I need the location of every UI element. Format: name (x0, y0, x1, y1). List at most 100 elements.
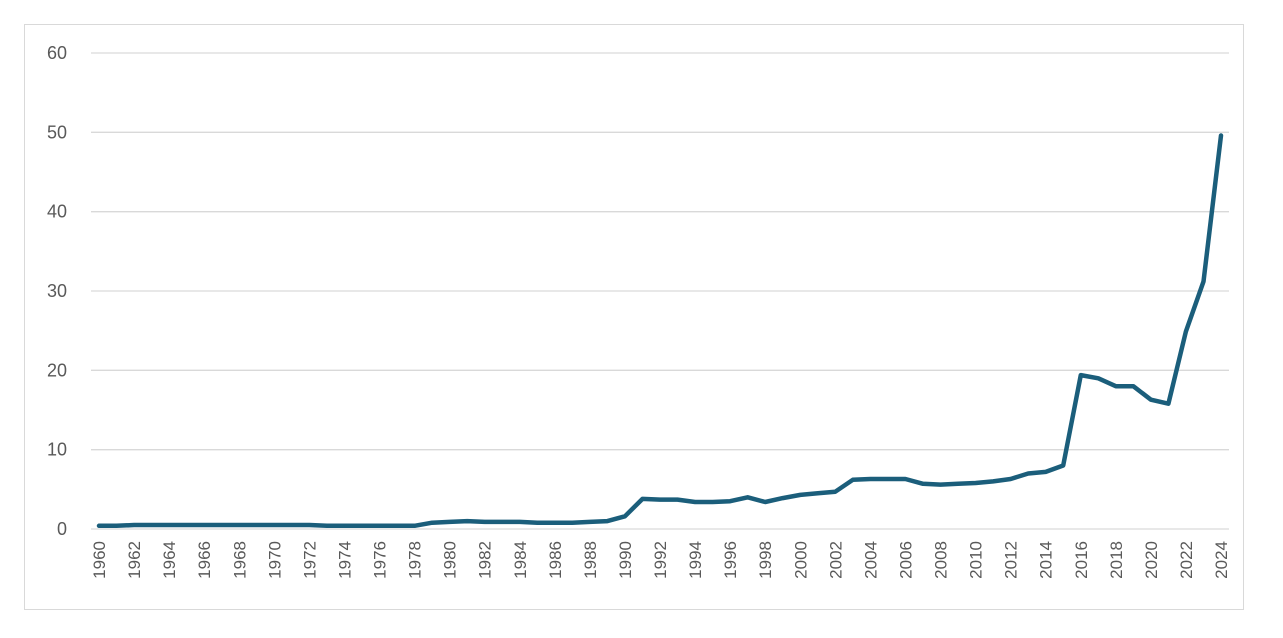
y-tick-label: 30 (47, 281, 67, 301)
data-point (519, 521, 521, 523)
y-tick-label: 40 (47, 202, 67, 222)
x-tick-label: 1960 (90, 541, 109, 579)
data-point (624, 515, 626, 517)
data-point (1080, 374, 1082, 376)
data-point (396, 525, 398, 527)
x-tick-label: 1968 (230, 541, 249, 579)
data-point (431, 522, 433, 524)
data-point (308, 524, 310, 526)
x-tick-label: 2022 (1177, 541, 1196, 579)
data-point (466, 520, 468, 522)
data-point (712, 501, 714, 503)
y-tick-label: 50 (47, 122, 67, 142)
x-tick-label: 1976 (371, 541, 390, 579)
data-point (940, 484, 941, 486)
y-axis-ticks: 0 10 20 30 40 50 60 (47, 43, 67, 539)
data-point (414, 525, 416, 527)
data-point (904, 478, 906, 480)
data-point (186, 524, 188, 526)
data-point (291, 524, 293, 526)
x-tick-label: 1996 (721, 541, 740, 579)
x-tick-label: 1998 (756, 541, 775, 579)
y-tick-label: 20 (47, 360, 67, 380)
x-tick-label: 2002 (826, 541, 845, 579)
chart-frame (24, 24, 1244, 610)
data-point (203, 524, 205, 526)
x-tick-label: 1974 (335, 541, 354, 579)
data-point (221, 524, 223, 526)
data-point (256, 524, 258, 526)
x-tick-label: 1980 (441, 541, 460, 579)
x-tick-label: 2000 (791, 541, 810, 579)
data-point (1203, 281, 1204, 282)
data-point (659, 499, 661, 501)
data-point (1097, 377, 1099, 379)
x-tick-label: 1992 (651, 541, 670, 579)
x-tick-label: 1990 (616, 541, 635, 579)
data-point (116, 525, 117, 527)
data-point (852, 479, 854, 481)
data-point (677, 499, 678, 501)
data-point (133, 524, 135, 526)
data-point (536, 522, 538, 524)
x-tick-label: 1970 (265, 541, 284, 579)
x-tick-label: 2006 (896, 541, 915, 579)
data-point (589, 521, 591, 523)
data-point (571, 522, 573, 524)
data-point (729, 500, 731, 502)
gridlines (91, 52, 1229, 530)
data-point (168, 524, 170, 526)
data-point (379, 525, 380, 527)
data-point (1045, 471, 1047, 473)
x-tick-label: 2012 (1002, 541, 1021, 579)
data-point (869, 478, 871, 480)
data-point (747, 496, 749, 498)
data-point (361, 525, 363, 527)
data-point (1220, 135, 1222, 136)
data-point (834, 491, 836, 493)
x-axis-ticks: 1960 1962 1964 1966 1968 1970 1972 1974 1976 1978… (90, 541, 1231, 579)
data-point (1062, 465, 1064, 466)
data-point (501, 521, 503, 523)
data-point (922, 483, 924, 485)
data-point (1185, 331, 1187, 332)
x-tick-label: 1982 (476, 541, 495, 579)
data-point (326, 525, 328, 527)
x-tick-label: 1972 (300, 541, 319, 579)
x-tick-label: 2008 (932, 541, 951, 579)
data-point (799, 494, 801, 496)
x-tick-label: 1994 (686, 541, 705, 579)
data-point (343, 525, 345, 527)
data-point (449, 521, 451, 523)
data-point (1150, 399, 1152, 401)
x-tick-label: 2010 (967, 541, 986, 579)
data-point (606, 520, 608, 522)
data-point (98, 525, 100, 527)
data-point (887, 478, 889, 480)
data-point (642, 498, 643, 500)
x-tick-label: 1962 (125, 541, 144, 579)
x-tick-label: 1988 (581, 541, 600, 579)
x-tick-label: 1986 (546, 541, 565, 579)
data-point (554, 522, 556, 524)
series-line (96, 133, 1224, 529)
y-tick-label: 10 (47, 440, 67, 460)
x-tick-label: 1978 (406, 541, 425, 579)
data-point (273, 524, 275, 526)
x-tick-label: 1984 (511, 541, 530, 579)
data-point (1115, 385, 1117, 387)
data-point (1010, 478, 1012, 480)
x-tick-label: 2024 (1212, 541, 1231, 579)
x-tick-label: 2018 (1107, 541, 1126, 579)
data-point (484, 521, 486, 523)
x-tick-label: 1964 (160, 541, 179, 579)
data-point (238, 524, 240, 526)
x-tick-label: 2014 (1037, 541, 1056, 579)
data-point (992, 480, 994, 482)
y-tick-label: 0 (57, 519, 67, 539)
x-tick-label: 2020 (1142, 541, 1161, 579)
data-point (151, 524, 153, 526)
y-tick-label: 60 (47, 43, 67, 63)
data-point (764, 501, 766, 503)
